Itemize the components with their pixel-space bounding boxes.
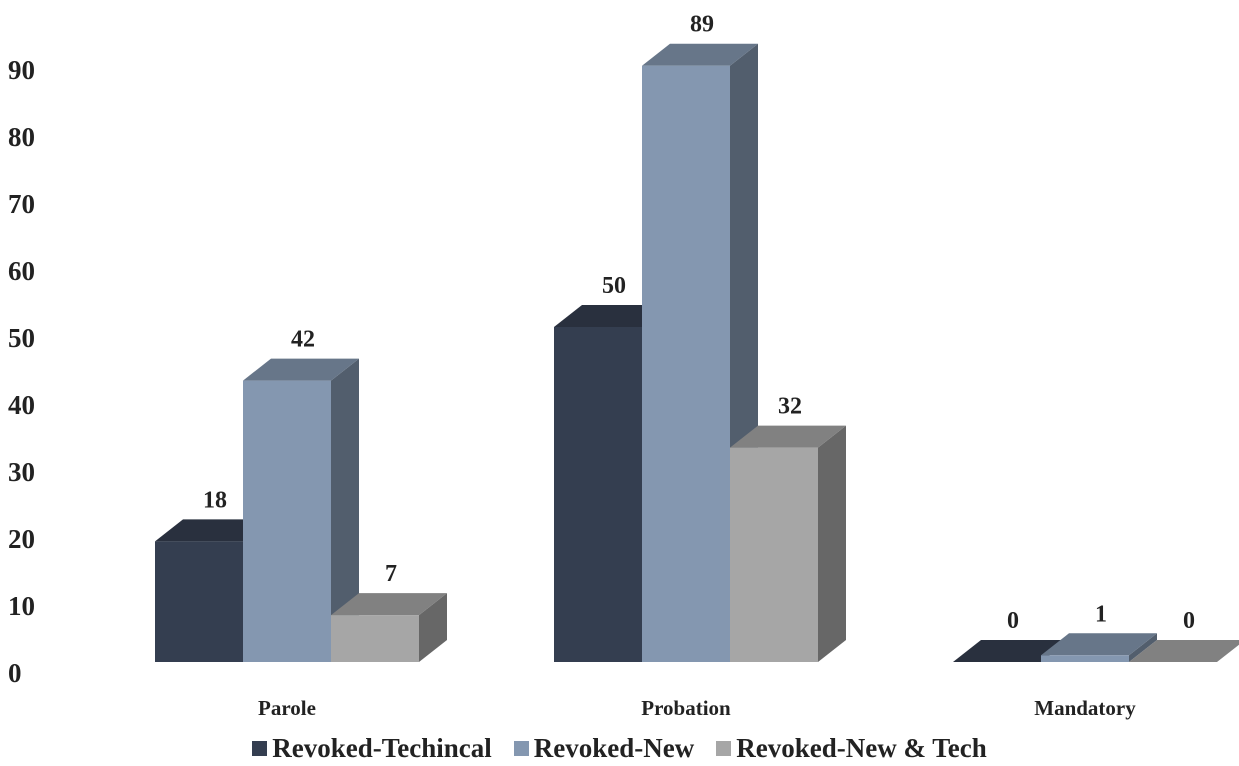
bar — [730, 426, 846, 662]
bar-front — [554, 327, 642, 662]
bar-side — [818, 426, 846, 662]
y-tick-label: 50 — [8, 323, 35, 353]
legend-swatch — [716, 741, 731, 756]
legend-label: Revoked-New — [534, 733, 694, 764]
bar-front — [243, 381, 331, 662]
legend-label: Revoked-New & Tech — [736, 733, 987, 764]
y-tick-label: 70 — [8, 189, 35, 219]
legend-swatch — [252, 741, 267, 756]
bar-front — [1041, 655, 1129, 662]
legend-item-revoked-technical: Revoked-Techincal — [252, 733, 492, 764]
bar-front — [331, 615, 419, 662]
bar — [331, 593, 447, 662]
data-label: 0 — [1183, 608, 1195, 634]
bars: 18 42 7 50 89 32 0 1 0 — [155, 12, 1239, 662]
bar-front — [642, 66, 730, 662]
bar-front — [730, 448, 818, 662]
legend: Revoked-Techincal Revoked-New Revoked-Ne… — [0, 730, 1239, 766]
data-label: 18 — [203, 487, 227, 513]
legend-swatch — [514, 741, 529, 756]
data-label: 0 — [1007, 608, 1019, 634]
data-label: 89 — [690, 12, 714, 38]
y-tick-label: 30 — [8, 457, 35, 487]
y-tick-label: 0 — [8, 658, 22, 688]
data-label: 42 — [291, 327, 315, 353]
data-label: 1 — [1095, 601, 1107, 627]
y-axis: 0 10 20 30 40 50 60 70 80 90 — [8, 55, 35, 688]
y-tick-label: 20 — [8, 524, 35, 554]
bar-front — [155, 541, 243, 662]
y-tick-label: 90 — [8, 55, 35, 85]
category-label: Mandatory — [1034, 696, 1136, 720]
y-tick-label: 40 — [8, 390, 35, 420]
y-tick-label: 60 — [8, 256, 35, 286]
legend-item-revoked-new-and-tech: Revoked-New & Tech — [716, 733, 987, 764]
category-label: Parole — [258, 696, 316, 720]
category-label: Probation — [641, 696, 731, 720]
data-label: 32 — [778, 394, 802, 420]
legend-label: Revoked-Techincal — [272, 733, 492, 764]
y-tick-label: 10 — [8, 591, 35, 621]
y-tick-label: 80 — [8, 122, 35, 152]
category-axis: Parole Probation Mandatory — [258, 696, 1136, 720]
data-label: 7 — [385, 561, 397, 587]
legend-item-revoked-new: Revoked-New — [514, 733, 694, 764]
data-label: 50 — [602, 273, 626, 299]
